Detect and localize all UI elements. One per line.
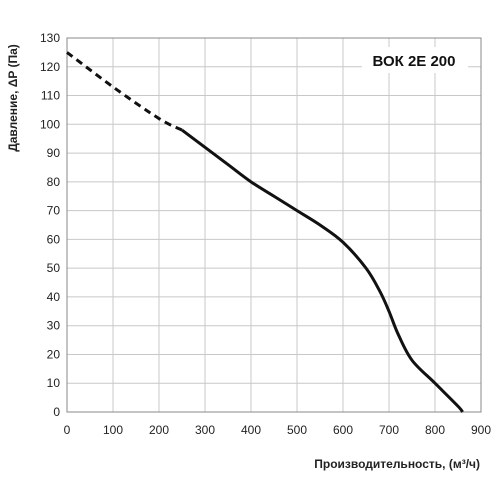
y-tick-label: 20 xyxy=(47,347,61,361)
y-tick-label: 90 xyxy=(47,146,61,160)
chart-title: ВОК 2E 200 xyxy=(373,53,456,70)
y-tick-label: 80 xyxy=(47,175,61,189)
y-tick-label: 60 xyxy=(47,232,61,246)
x-tick-label: 0 xyxy=(64,423,71,437)
y-tick-label: 30 xyxy=(47,319,61,333)
y-tick-label: 70 xyxy=(47,204,61,218)
x-tick-label: 100 xyxy=(103,423,123,437)
x-tick-label: 700 xyxy=(379,423,399,437)
x-tick-label: 300 xyxy=(195,423,215,437)
y-tick-label: 40 xyxy=(47,290,61,304)
title-badge-bg xyxy=(362,47,468,73)
x-tick-label: 800 xyxy=(425,423,445,437)
x-tick-label: 500 xyxy=(287,423,307,437)
x-tick-label: 900 xyxy=(471,423,491,437)
x-axis-title: Производительность, (м³/ч) xyxy=(314,457,480,471)
y-tick-label: 100 xyxy=(40,117,60,131)
y-tick-label: 120 xyxy=(40,60,60,74)
x-tick-label: 600 xyxy=(333,423,353,437)
plot-frame xyxy=(66,37,482,413)
y-tick-label: 0 xyxy=(53,405,60,419)
y-tick-label: 50 xyxy=(47,261,61,275)
y-tick-label: 130 xyxy=(40,31,60,45)
y-tick-labels: 0 10 20 30 40 50 60 70 80 90 100 110 120 130 xyxy=(40,31,60,419)
curve-measured-solid xyxy=(181,128,464,413)
x-tick-label: 200 xyxy=(149,423,169,437)
x-tick-label: 400 xyxy=(241,423,261,437)
y-tick-label: 110 xyxy=(41,89,60,103)
x-tick-labels: 0 100 200 300 400 500 600 700 800 900 xyxy=(64,423,492,437)
y-axis-title: Давление, ΔP (Па) xyxy=(6,44,20,152)
performance-curve xyxy=(66,51,464,413)
grid xyxy=(66,37,482,413)
y-tick-label: 10 xyxy=(47,376,61,390)
curve-extrapolated-dashed xyxy=(66,51,183,132)
